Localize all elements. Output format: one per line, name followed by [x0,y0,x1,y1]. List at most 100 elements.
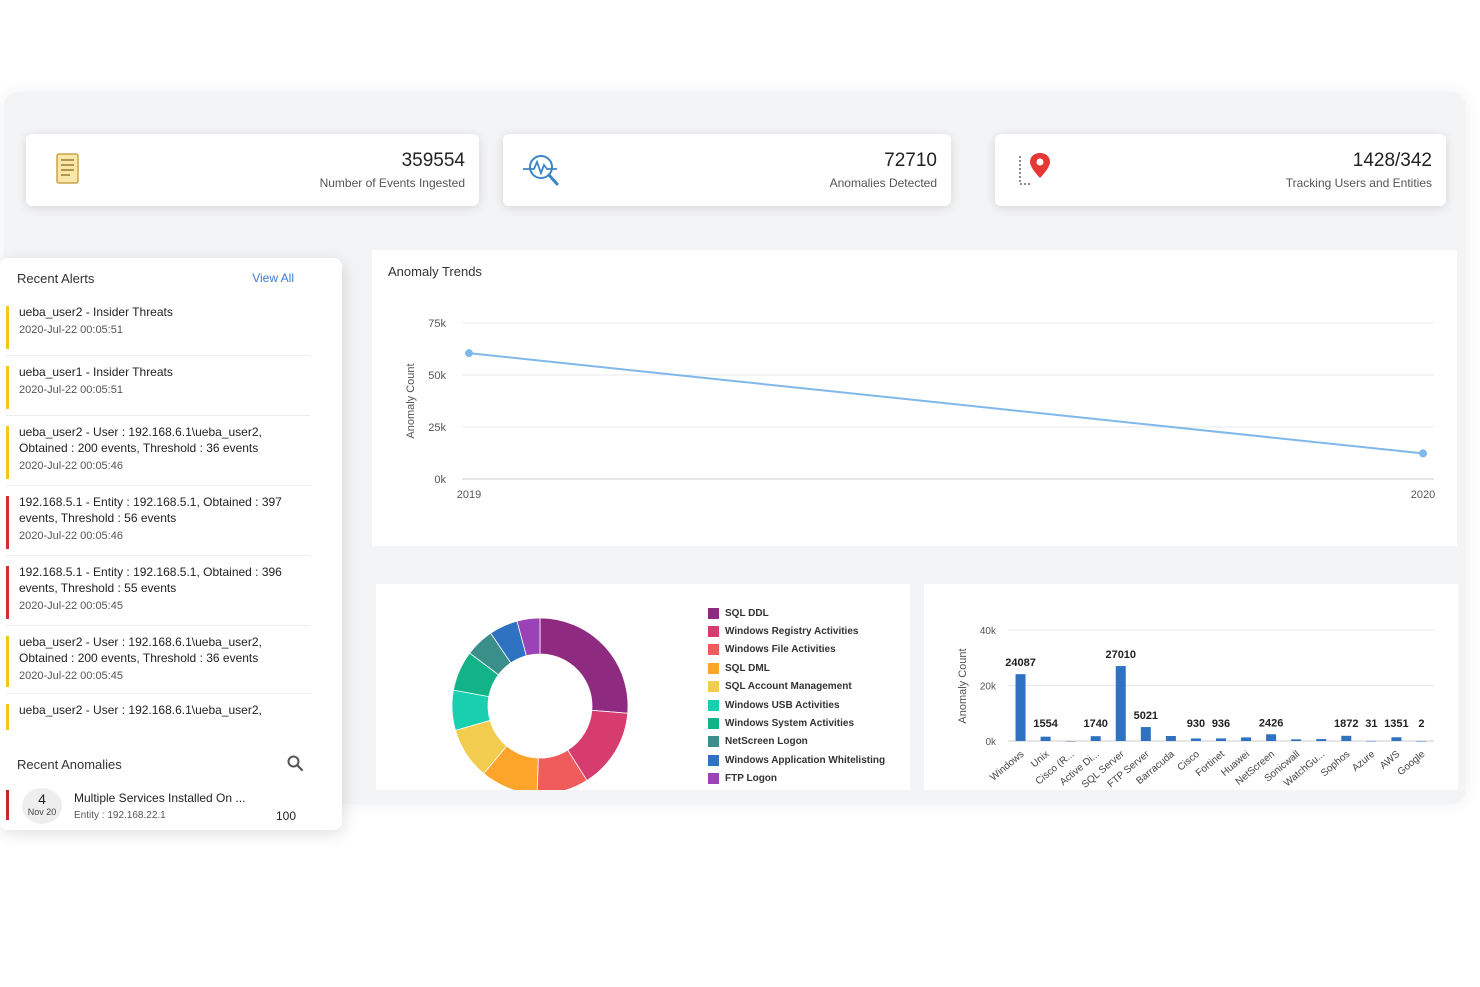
bar-chart-panel: 0k 20k 40k Anomaly Count Windows Unix Cisco (R… [924,584,1458,790]
anomaly-trends-chart: 0k 25k 50k 75k 2019 2020 Anomaly Count [405,318,1435,501]
donut-legend: SQL DDL Windows Registry Activities Window… [708,604,885,788]
legend-swatch [708,644,719,656]
bar[interactable] [1015,674,1026,741]
bar-data-label: 1872 [1334,718,1358,730]
donut-legend-item[interactable]: NetScreen Logon [708,733,885,751]
anomaly-trends-panel: Anomaly Trends 0k 25k 50k 75k 2019 2020 Anomal… [372,250,1457,546]
donut-slice[interactable] [516,617,541,657]
search-icon[interactable] [286,754,304,772]
bar[interactable] [1190,738,1201,741]
legend-swatch [708,736,719,748]
alert-item[interactable]: ueba_user2 - Insider Threats 2020-Jul-22… [6,296,310,356]
bar[interactable] [1341,735,1352,741]
anomaly-month: Nov 20 [27,807,57,817]
bar-x-tick-label: Google [1396,749,1428,778]
legend-swatch [708,681,719,693]
donut-legend-item[interactable]: FTP Logon [708,770,885,788]
legend-swatch [708,773,719,785]
anomalies-label: Anomalies Detected [829,176,937,190]
bar-x-tick-label: Azure [1350,749,1377,774]
bar[interactable] [1316,739,1327,741]
bar[interactable] [1416,740,1427,742]
donut-legend-item[interactable]: SQL DML [708,659,885,677]
alert-text: ueba_user2 - User : 192.168.6.1\ueba_use… [19,703,262,717]
alert-severity-bar [6,366,9,409]
donut-legend-item[interactable]: Windows Registry Activities [708,622,885,640]
donut-legend-item[interactable]: Windows Application Whitelisting [708,751,885,769]
view-all-link[interactable]: View All [252,271,294,285]
events-label: Number of Events Ingested [319,176,465,190]
bar-y-tick-label: 20k [980,682,997,693]
bar[interactable] [1266,734,1277,741]
anomalies-count: 72710 [884,150,937,171]
donut-legend-item[interactable]: Windows File Activities [708,641,885,659]
donut-legend-item[interactable]: SQL Account Management [708,678,885,696]
bar[interactable] [1391,737,1402,741]
bar[interactable] [1291,739,1302,741]
alert-item[interactable]: ueba_user1 - Insider Threats 2020-Jul-22… [6,356,310,416]
stat-card-tracking[interactable]: 1428/342 Tracking Users and Entities [995,134,1446,206]
tracking-count: 1428/342 [1352,150,1432,171]
bar[interactable] [1040,736,1051,741]
legend-swatch [708,754,719,766]
donut-legend-item[interactable]: Windows System Activities [708,714,885,732]
alert-date: 2020-Jul-22 00:05:46 [19,460,123,472]
legend-label: NetScreen Logon [725,736,808,748]
alert-date: 2020-Jul-22 00:05:45 [19,600,123,612]
trend-data-point[interactable] [465,349,473,358]
legend-label: SQL Account Management [725,681,852,693]
recent-anomalies: Recent Anomalies 4 Nov 20 Multiple Servi… [6,746,310,830]
trend-x-tick-label: 2020 [1411,489,1435,501]
legend-label: Windows Registry Activities [725,626,859,638]
trend-x-tick-label: 2019 [457,489,481,501]
stat-card-events[interactable]: 359554 Number of Events Ingested [26,134,479,206]
legend-label: Windows USB Activities [725,699,840,711]
bar-x-tick-label: Windows [988,749,1026,784]
bar[interactable] [1165,736,1176,741]
trend-y-tick-label: 50k [428,370,446,382]
anomaly-severity-bar [6,790,9,820]
bar[interactable] [1216,738,1226,741]
donut-legend-item[interactable]: Windows USB Activities [708,696,885,714]
bar[interactable] [1115,666,1126,741]
alert-text: 192.168.5.1 - Entity : 192.168.5.1, Obta… [19,565,282,595]
bar-y-tick-label: 0k [985,737,997,748]
tracking-label: Tracking Users and Entities [1285,176,1432,190]
bar-data-label: 1554 [1033,718,1058,730]
stat-card-anomalies[interactable]: 72710 Anomalies Detected [503,134,951,206]
anomalies-title: Recent Anomalies [17,757,122,772]
alert-item[interactable]: ueba_user2 - User : 192.168.6.1\ueba_use… [6,626,310,694]
trend-data-point[interactable] [1419,449,1427,458]
bar[interactable] [1065,741,1076,742]
legend-label: Windows System Activities [725,718,855,730]
donut-slice[interactable] [539,617,629,714]
alert-severity-bar [6,426,9,479]
legend-label: Windows File Activities [725,644,836,656]
trend-y-tick-label: 75k [428,318,446,330]
anomaly-date-badge: 4 Nov 20 [22,788,62,824]
alert-item[interactable]: 192.168.5.1 - Entity : 192.168.5.1, Obta… [6,486,310,556]
trend-y-axis-label: Anomaly Count [405,363,417,438]
bar-data-label: 24087 [1005,657,1036,669]
document-icon [56,153,79,184]
bar[interactable] [1140,727,1151,741]
bar-data-label: 27010 [1105,649,1136,661]
alert-item[interactable]: ueba_user2 - User : 192.168.6.1\ueba_use… [6,416,310,486]
anomaly-title: Multiple Services Installed On ... [74,791,246,805]
donut-legend-item[interactable]: SQL DDL [708,604,885,622]
legend-label: Windows Application Whitelisting [725,754,886,766]
alert-item[interactable]: ueba_user2 - User : 192.168.6.1\ueba_use… [6,694,310,736]
legend-swatch [708,607,719,619]
bar[interactable] [1366,740,1377,742]
bar[interactable] [1241,737,1252,741]
bar-x-tick-label: Sophos [1319,749,1352,779]
alert-text: ueba_user2 - User : 192.168.6.1\ueba_use… [19,635,262,665]
bar[interactable] [1090,736,1101,741]
alert-item[interactable]: 192.168.5.1 - Entity : 192.168.5.1, Obta… [6,556,310,626]
anomaly-entity: Entity : 192.168.22.1 [74,810,166,821]
bar-data-label: 31 [1365,718,1377,730]
anomaly-item[interactable]: 4 Nov 20 Multiple Services Installed On … [6,784,310,824]
anomaly-day: 4 [38,791,46,807]
alert-date: 2020-Jul-22 00:05:45 [19,670,123,682]
